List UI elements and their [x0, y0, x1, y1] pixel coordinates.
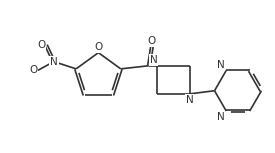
Text: O: O	[94, 42, 103, 52]
Text: O: O	[148, 36, 156, 46]
Text: N: N	[217, 60, 225, 70]
Text: N: N	[150, 55, 157, 65]
Text: N: N	[186, 95, 193, 105]
Text: N: N	[217, 112, 225, 121]
Text: O: O	[29, 65, 37, 75]
Text: O: O	[37, 40, 45, 50]
Text: N: N	[50, 57, 58, 67]
